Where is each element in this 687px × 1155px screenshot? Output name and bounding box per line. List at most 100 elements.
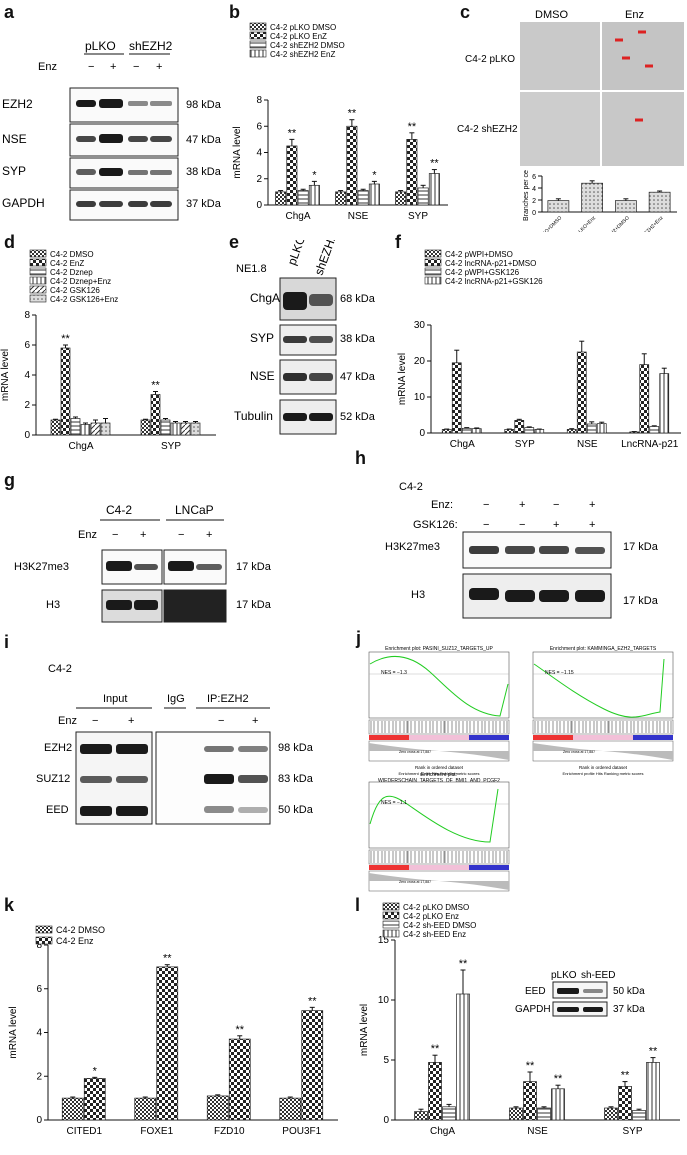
bar <box>308 184 320 206</box>
y-axis-label: mRNA level <box>8 1006 19 1058</box>
bar <box>504 429 515 434</box>
bar <box>150 394 161 436</box>
heat-bar-red <box>369 865 409 870</box>
legend-label: C4-2 GSK126 <box>50 286 100 295</box>
panel-letter-b: b <box>229 2 240 22</box>
chart-f: 0 10 20 30 mRNA level ChgA SYP NSE LncRNA-p21 C4-… <box>397 249 681 450</box>
panel-letter-c: c <box>460 2 471 22</box>
significance-mark: ** <box>348 108 357 120</box>
bar <box>80 424 91 436</box>
panel-letter-l: l <box>355 895 361 915</box>
y-tick-label: 20 <box>414 356 426 367</box>
kda-label: 37 kDa <box>613 1004 645 1015</box>
blot-row-nse: NSE 47 kDa <box>2 123 222 157</box>
legend-label: C4-2 pLKO Enz <box>403 912 459 921</box>
significance-mark: ** <box>459 958 468 970</box>
bar <box>428 1062 442 1121</box>
es-plot-box <box>368 781 510 849</box>
bar <box>357 190 369 206</box>
bar <box>566 429 577 434</box>
y-tick-label: 4 <box>256 148 262 159</box>
category-label: NSE <box>348 211 369 222</box>
legend-swatch <box>424 249 442 258</box>
y-tick-label: 0 <box>36 1115 42 1126</box>
gsea-title: Enrichment plot: PASINI_SUZ12_TARGETS_UP <box>385 646 493 652</box>
bar <box>50 419 61 436</box>
significance-mark: ** <box>288 127 297 139</box>
y-axis-label: Branches per cell <box>523 170 530 221</box>
panel-letter-f: f <box>395 232 401 252</box>
y-tick-label: 8 <box>36 940 42 951</box>
protein-label: H3 <box>46 599 60 611</box>
legend-label: C4-2 lncRNA-p21+DMSO <box>445 259 536 268</box>
significance-mark: ** <box>431 1043 440 1055</box>
plus-sign: + <box>110 61 116 73</box>
category-label: SYP <box>408 211 428 222</box>
panel-letter-k: k <box>4 895 15 915</box>
ranked-metric-area <box>369 873 509 890</box>
legend-swatch <box>424 258 442 267</box>
panel-letter-j: j <box>356 628 362 648</box>
kda-label: 50 kDa <box>613 986 645 997</box>
blot-box <box>552 1001 608 1017</box>
protein-label: Tubulin <box>234 409 273 423</box>
y-axis-label: mRNA level <box>232 126 243 178</box>
bar <box>156 966 179 1121</box>
kda-label: 47 kDa <box>340 371 376 383</box>
blot-panel-g: C4-2 LNCaP Enz − + − + H3K27me3 17 kDa H… <box>14 503 272 623</box>
category-label: C4-2 pLKO+Enz <box>567 215 597 232</box>
y-tick-label: 0 <box>24 430 30 441</box>
legend-label: C4-2 pWPI+DMSO <box>445 250 513 259</box>
legend-label: C4-2 sh-EED DMSO <box>403 921 476 930</box>
chart-l: 0 5 10 15 mRNA level ** ** ChgA ** ** NSE ** ** SYP C4… <box>359 902 680 1137</box>
bar <box>537 1107 551 1121</box>
ip-label: IP:EZH2 <box>207 693 249 705</box>
bar <box>83 1078 106 1121</box>
row-label: C4-2 pLKO <box>465 54 515 65</box>
significance-mark: * <box>93 1065 98 1077</box>
legend-label: C4-2 shEZH2 EnZ <box>270 50 335 59</box>
es-plot-box <box>368 651 510 719</box>
cell-line-label: C4-2 <box>48 663 72 675</box>
hits-box <box>532 719 674 735</box>
lane-label-sh-eed: sh-EED <box>581 970 615 981</box>
kda-label: 98 kDa <box>278 742 314 754</box>
category-label: CITED1 <box>66 1126 102 1137</box>
bar <box>428 173 440 206</box>
protein-label: H3K27me3 <box>385 541 440 553</box>
bar <box>615 200 637 213</box>
bar <box>461 427 472 434</box>
legend-label: C4-2 GSK126+Enz <box>50 295 118 304</box>
blot-panel-e: NE1.8 pLKO shEZH2 ChgA 68 kDa SYP 38 kDa… <box>234 240 376 435</box>
legend-swatch <box>249 40 267 49</box>
protein-label: EED <box>46 804 69 816</box>
plus-sign: + <box>252 715 258 727</box>
cell-line-label: C4-2 <box>399 481 423 493</box>
minus-sign: − <box>112 529 118 541</box>
bar <box>524 427 535 434</box>
category-label: ChgA <box>285 211 310 222</box>
bar <box>659 373 670 434</box>
bar <box>648 191 671 213</box>
hits-box <box>368 719 510 735</box>
y-tick-label: 2 <box>36 1071 42 1082</box>
plus-sign: + <box>206 529 212 541</box>
gsea-legend: Enrichment profile Hits Ranking metric s… <box>563 771 644 776</box>
enz-label: Enz <box>58 715 77 727</box>
category-label: SYP <box>161 441 181 452</box>
bar <box>406 139 418 206</box>
bar <box>60 347 71 436</box>
bar <box>180 422 191 436</box>
y-tick-label: 4 <box>36 1028 42 1039</box>
category-label: ChgA <box>450 439 475 450</box>
gsea-title: Enrichment plot: <box>421 772 457 778</box>
bar <box>301 1010 324 1121</box>
bar <box>279 1097 302 1121</box>
significance-mark: ** <box>430 158 439 170</box>
ranked-metric-area <box>533 743 673 760</box>
gsea-plot: Enrichment plot: KAMMINGA_EZH2_TARGETS NE… <box>532 646 674 776</box>
y-axis-label: mRNA level <box>0 349 11 401</box>
minus-sign: − <box>218 715 224 727</box>
